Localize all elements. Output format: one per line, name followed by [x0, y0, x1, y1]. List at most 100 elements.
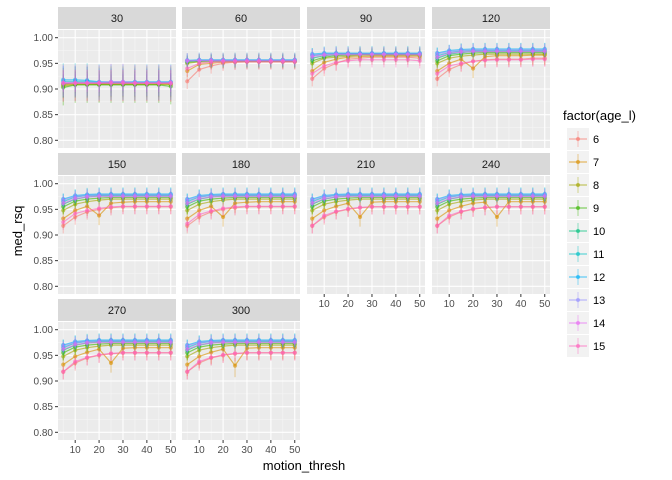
data-point — [393, 194, 398, 199]
data-point — [459, 204, 464, 209]
data-point — [108, 201, 114, 206]
data-point — [244, 200, 250, 205]
data-point — [482, 194, 488, 199]
data-point — [61, 85, 66, 90]
data-point — [61, 201, 66, 206]
series-15 — [185, 347, 297, 380]
facet-strip — [182, 299, 300, 321]
data-point — [244, 204, 250, 209]
legend-label: 9 — [593, 203, 599, 215]
data-point — [197, 67, 202, 72]
series-line — [186, 347, 295, 367]
data-point — [447, 50, 452, 56]
data-point — [168, 194, 173, 199]
series-15 — [61, 69, 173, 102]
data-point — [334, 194, 339, 200]
x-tick-label: 30 — [117, 445, 129, 456]
data-point — [459, 209, 464, 214]
data-point — [292, 340, 297, 345]
data-point — [470, 194, 476, 199]
series-line — [312, 53, 420, 58]
data-point — [220, 352, 226, 357]
series-line — [63, 84, 171, 89]
data-point — [197, 212, 202, 217]
x-tick-label: 10 — [444, 299, 456, 310]
legend-point — [575, 136, 581, 142]
series-14 — [435, 188, 547, 208]
data-point — [209, 340, 214, 346]
data-point — [220, 206, 226, 211]
data-point — [144, 81, 149, 86]
series-line — [187, 61, 295, 70]
data-point — [256, 204, 262, 209]
data-point — [96, 206, 102, 211]
data-point — [61, 362, 66, 367]
data-point — [61, 220, 66, 225]
x-tick-label: 40 — [515, 299, 527, 310]
x-tick-label: 10 — [319, 299, 331, 310]
data-point — [168, 350, 173, 355]
data-point — [357, 52, 363, 57]
series-line — [311, 201, 420, 220]
facet-strip — [307, 153, 425, 175]
data-point — [120, 350, 126, 355]
data-point — [220, 340, 226, 345]
y-tick-label: 0.95 — [34, 351, 54, 362]
data-point — [506, 57, 512, 62]
y-tick-label: 0.95 — [34, 205, 54, 216]
x-tick-label: 40 — [141, 445, 153, 456]
data-point — [482, 58, 488, 63]
legend-title: factor(age_l) — [563, 108, 636, 123]
data-point — [61, 354, 66, 359]
series-line — [62, 352, 171, 373]
legend-point — [575, 251, 581, 257]
y-tick-label: 0.90 — [34, 85, 54, 96]
data-point — [435, 201, 440, 206]
x-tick-label: 20 — [343, 299, 355, 310]
data-point — [185, 354, 190, 359]
x-tick-label: 20 — [468, 299, 480, 310]
series-14 — [310, 188, 422, 208]
data-point — [197, 196, 202, 201]
data-point — [322, 196, 327, 201]
data-point — [310, 216, 315, 221]
series-line — [187, 340, 295, 347]
series-line — [437, 53, 545, 64]
data-point — [61, 344, 66, 349]
series-line — [311, 206, 420, 227]
data-point — [292, 59, 297, 64]
facet-panel-120: 120 — [432, 7, 550, 148]
data-point — [220, 347, 226, 352]
legend-point — [575, 274, 581, 280]
facet-strip — [432, 7, 550, 29]
data-point — [73, 81, 78, 86]
legend-point — [575, 343, 581, 349]
data-point — [530, 49, 535, 54]
data-point — [220, 59, 226, 64]
y-tick-label: 0.90 — [34, 377, 54, 388]
legend-entry-11: 11 — [567, 243, 604, 265]
data-point — [280, 204, 285, 209]
data-point — [447, 202, 452, 207]
data-point — [244, 59, 250, 64]
data-point — [197, 208, 202, 213]
facet-strip — [182, 7, 300, 29]
y-tick-label: 1.00 — [34, 325, 54, 336]
data-point — [185, 221, 190, 226]
series-line — [63, 340, 171, 347]
data-point — [542, 194, 547, 199]
legend-label: 11 — [593, 249, 604, 261]
facet-strip-label: 90 — [360, 13, 372, 25]
data-point — [220, 194, 226, 199]
data-point — [185, 208, 190, 213]
y-tick-label: 1.00 — [34, 179, 54, 190]
series-line — [436, 58, 545, 75]
y-axis-title: med_rsq — [10, 206, 25, 257]
data-point — [132, 350, 138, 355]
legend-label: 10 — [593, 226, 605, 238]
legend-label: 7 — [593, 157, 599, 169]
facet-panel-210: 210 10 20 30 40 50 — [307, 153, 426, 310]
legend-label: 13 — [593, 295, 605, 307]
facet-strip — [307, 7, 425, 29]
data-point — [381, 204, 387, 209]
